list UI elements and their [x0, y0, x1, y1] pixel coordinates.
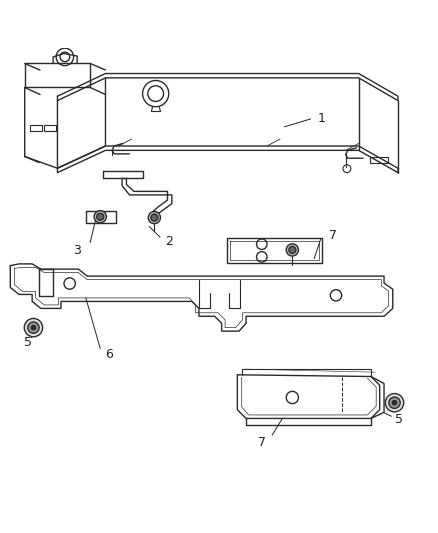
Circle shape [94, 211, 106, 223]
Bar [44, 125, 56, 131]
Circle shape [289, 246, 296, 253]
Circle shape [31, 326, 35, 330]
Text: 3: 3 [73, 244, 81, 257]
Text: 5: 5 [395, 413, 403, 426]
Text: 1: 1 [318, 111, 325, 125]
Text: 7: 7 [258, 435, 266, 448]
Text: 2: 2 [165, 235, 173, 248]
Circle shape [151, 214, 158, 221]
Circle shape [392, 400, 397, 405]
Circle shape [286, 244, 298, 256]
Circle shape [148, 212, 160, 224]
Circle shape [389, 397, 400, 408]
Circle shape [28, 322, 39, 333]
Bar [30, 125, 42, 131]
Circle shape [385, 393, 404, 412]
Text: 7: 7 [329, 229, 337, 241]
Circle shape [97, 213, 104, 220]
Circle shape [24, 318, 42, 337]
Bar [370, 157, 388, 163]
Text: 6: 6 [105, 348, 113, 361]
Text: 5: 5 [24, 336, 32, 350]
